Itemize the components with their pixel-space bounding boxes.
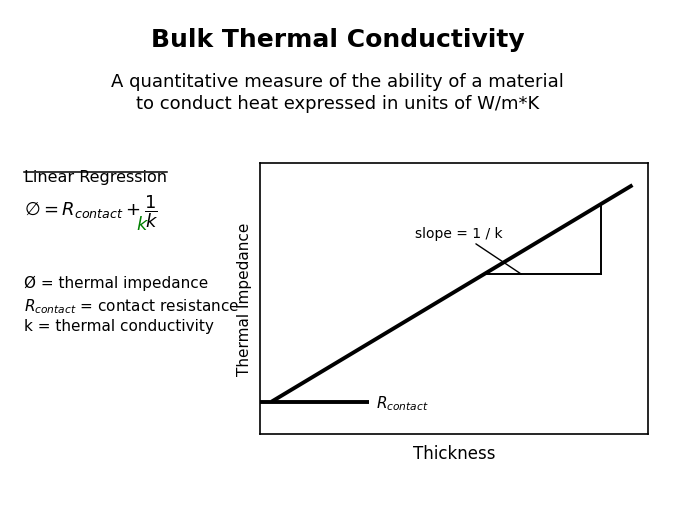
Text: slope = 1 / k: slope = 1 / k <box>415 226 522 275</box>
Y-axis label: Thermal Impedance: Thermal Impedance <box>236 223 252 376</box>
X-axis label: Thickness: Thickness <box>412 444 495 462</box>
Text: Bulk Thermal Conductivity: Bulk Thermal Conductivity <box>151 28 524 52</box>
Text: A quantitative measure of the ability of a material: A quantitative measure of the ability of… <box>111 73 564 91</box>
Text: $R_{contact}$ = contact resistance: $R_{contact}$ = contact resistance <box>24 297 239 316</box>
Text: $\varnothing = R_{contact} + \dfrac{1}{k}$: $\varnothing = R_{contact} + \dfrac{1}{k… <box>24 193 158 229</box>
Text: k = thermal conductivity: k = thermal conductivity <box>24 319 213 334</box>
Text: to conduct heat expressed in units of W/m*K: to conduct heat expressed in units of W/… <box>136 95 539 113</box>
Text: $\mathit{R_{contact}}$: $\mathit{R_{contact}}$ <box>377 394 429 413</box>
Text: Linear Regression: Linear Regression <box>24 169 167 184</box>
Text: Ø = thermal impedance: Ø = thermal impedance <box>24 275 208 290</box>
Text: $\mathit{k}$: $\mathit{k}$ <box>136 216 148 234</box>
